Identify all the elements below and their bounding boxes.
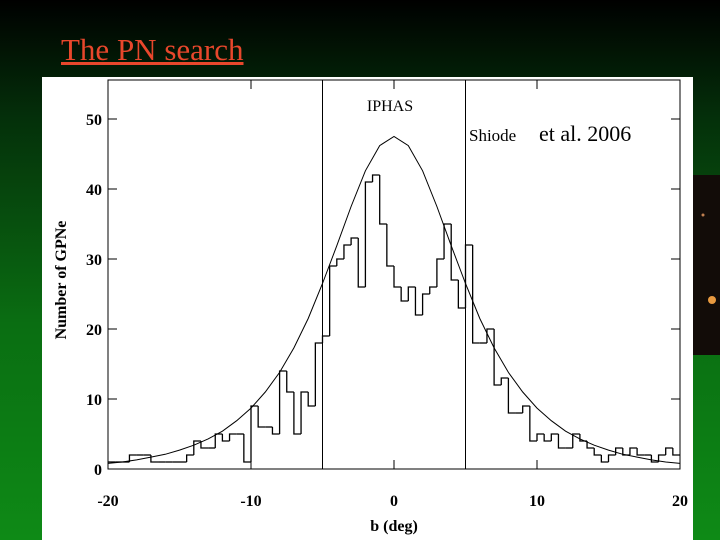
histogram-step <box>307 392 316 407</box>
histogram-step <box>321 335 330 343</box>
histogram-step <box>522 405 530 413</box>
histogram-step <box>507 378 516 414</box>
histogram-step <box>636 448 645 456</box>
annotation: IPHAS <box>367 98 413 115</box>
histogram-step <box>186 454 194 462</box>
histogram-step <box>665 447 673 455</box>
histogram-step <box>529 406 537 442</box>
x-tick-label: 20 <box>672 493 688 510</box>
histogram-step <box>357 238 366 288</box>
histogram-step <box>250 405 259 462</box>
histogram-step <box>414 287 423 316</box>
histogram-step <box>586 441 595 449</box>
histogram-step <box>472 245 480 344</box>
histogram-step <box>450 224 459 281</box>
histogram-step <box>371 174 380 182</box>
histogram-step <box>314 342 323 406</box>
histogram-step <box>200 441 209 449</box>
plot-panel <box>42 77 693 540</box>
star <box>708 296 716 304</box>
histogram-step <box>629 447 638 455</box>
histogram-step <box>193 440 201 455</box>
annotation: et al. 2006 <box>539 121 631 146</box>
histogram-step <box>379 175 387 225</box>
histogram-step <box>286 371 294 393</box>
histogram-step <box>600 455 609 463</box>
histogram-step <box>228 433 237 441</box>
histogram-step <box>457 280 466 309</box>
y-tick-label: 40 <box>86 182 102 199</box>
sky-image <box>693 175 720 355</box>
histogram-step <box>486 328 495 343</box>
histogram-step <box>214 433 223 448</box>
histogram-step <box>536 433 545 441</box>
star <box>701 213 705 217</box>
histogram-step <box>350 237 359 245</box>
y-axis-label: Number of GPNe <box>53 221 70 340</box>
histogram-step <box>543 434 552 442</box>
histogram-step <box>293 392 302 435</box>
histogram-step <box>128 454 137 462</box>
x-tick-label: 0 <box>390 493 398 510</box>
y-tick-label: 20 <box>86 322 102 339</box>
histogram-step <box>421 293 430 315</box>
histogram-step <box>500 377 509 385</box>
histogram-step <box>300 391 309 434</box>
histogram-step <box>221 434 230 442</box>
x-axis-label: b (deg) <box>370 518 418 535</box>
histogram-step <box>572 433 580 448</box>
histogram-step <box>364 181 373 287</box>
histogram-step <box>407 286 416 301</box>
histogram-step <box>443 223 452 259</box>
histogram-step <box>243 434 251 463</box>
histogram-step <box>436 258 445 287</box>
slide-title: The PN search <box>61 32 244 67</box>
x-tick-label: -10 <box>240 493 261 510</box>
histogram-step <box>607 454 616 462</box>
histogram-step <box>393 266 402 288</box>
histogram-step <box>271 427 280 435</box>
histogram-step <box>278 370 287 434</box>
histogram-step <box>650 455 659 463</box>
histogram-step <box>386 224 394 267</box>
histogram-step <box>400 287 409 302</box>
histogram-step <box>429 286 437 294</box>
histogram-step <box>550 433 559 441</box>
y-tick-label: 10 <box>86 392 102 409</box>
histogram-step <box>657 454 666 462</box>
histogram-step <box>672 448 680 456</box>
fit-curve <box>107 135 681 464</box>
histogram-step <box>464 244 473 308</box>
histogram-step <box>336 258 344 266</box>
x-tick-label: -20 <box>97 493 118 510</box>
y-tick-label: 30 <box>86 252 102 269</box>
annotation: Shiode <box>469 126 516 145</box>
histogram-step <box>593 448 602 456</box>
x-tick-label: 10 <box>529 493 545 510</box>
y-tick-label: 0 <box>94 462 102 479</box>
histogram-step <box>343 244 352 259</box>
histogram-step <box>257 406 266 428</box>
histogram-step <box>557 434 566 449</box>
y-tick-label: 50 <box>86 112 102 129</box>
